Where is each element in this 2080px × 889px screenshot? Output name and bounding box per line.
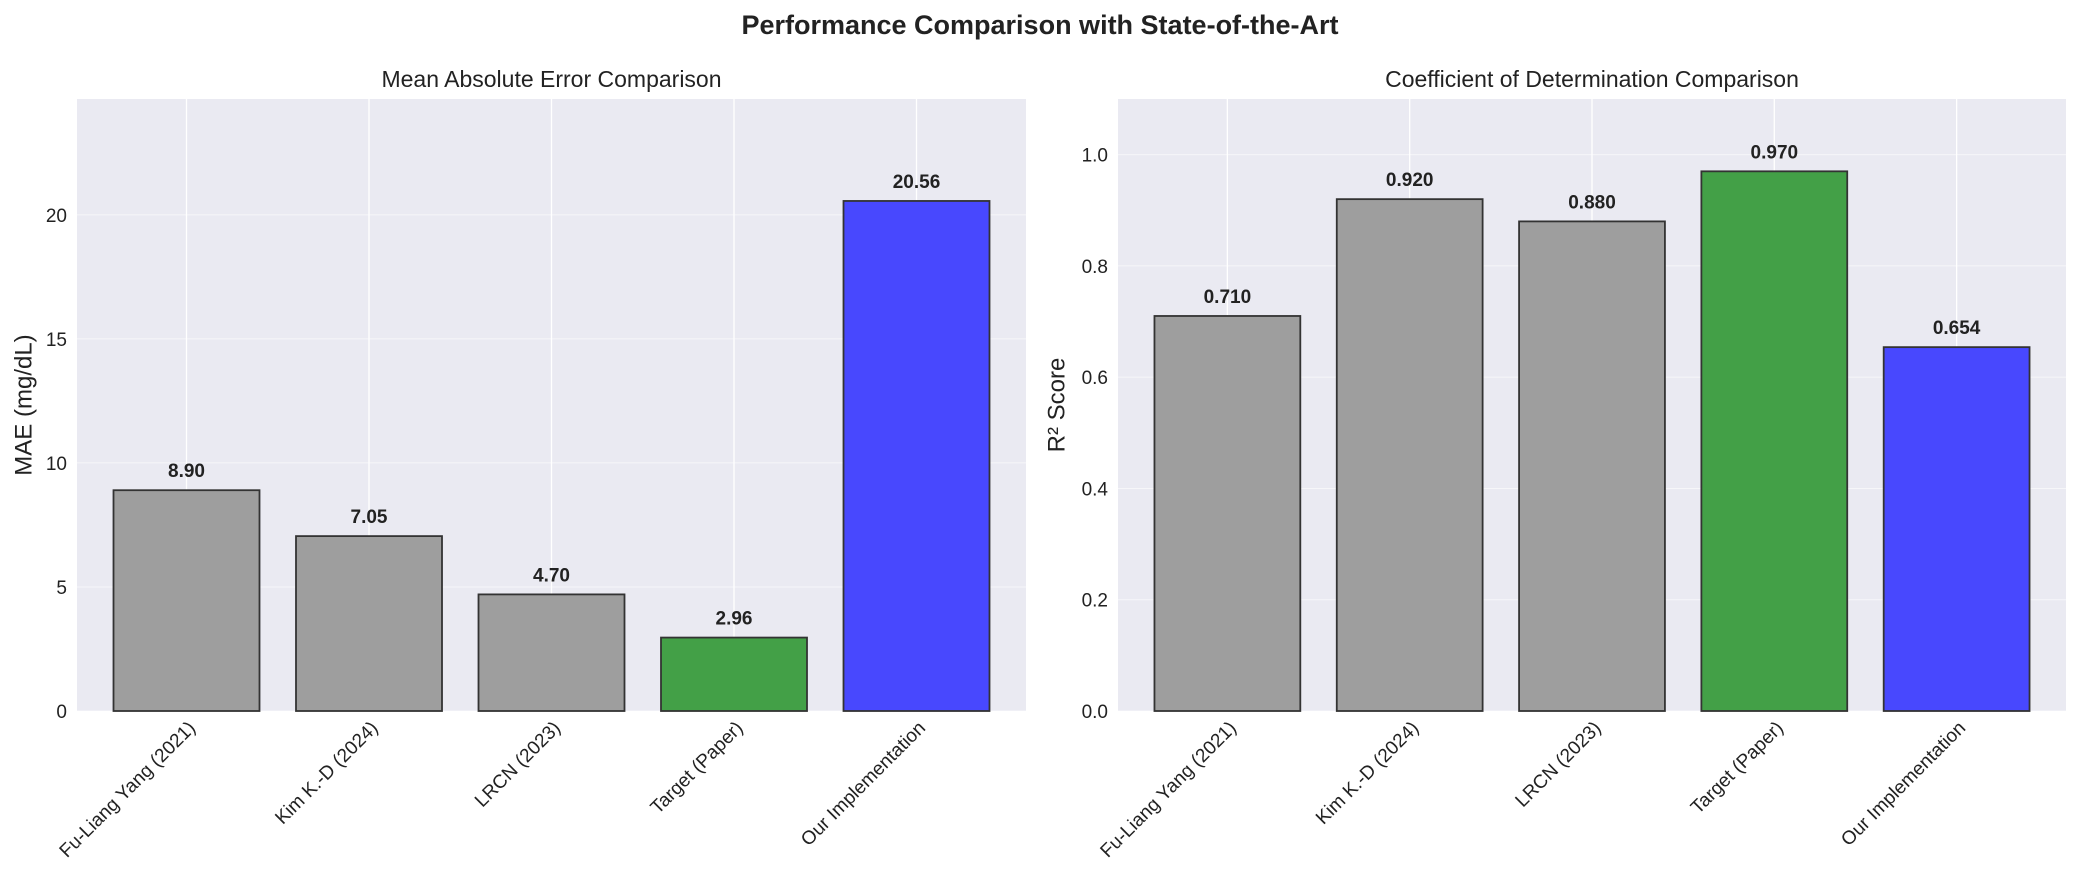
bar-value-label: 0.880: [1568, 192, 1616, 213]
figure-title: Performance Comparison with State-of-the…: [741, 10, 1339, 40]
bar-value-label: 0.710: [1204, 287, 1252, 308]
bar-value-label: 20.56: [893, 172, 941, 193]
bar: [1700, 170, 1849, 712]
bar-value-label: 0.920: [1386, 170, 1434, 191]
bar-value-label: 4.70: [533, 565, 570, 586]
x-tick-label: Target (Paper): [1687, 718, 1788, 819]
x-tick-label: Our Implementation: [797, 718, 930, 851]
y-axis-label: R² Score: [1044, 358, 1071, 453]
bar: [477, 593, 626, 712]
y-tick-label: 15: [46, 330, 67, 351]
r2-chart-panel: 0.0 0.2 0.4 0.6 0.8 1.0 0.710 Fu-Liang Yang (20…: [1044, 66, 2066, 862]
chart-title: Mean Absolute Error Comparison: [381, 66, 721, 92]
y-axis-label: MAE (mg/dL): [11, 334, 38, 475]
y-tick-label: 0.2: [1082, 591, 1108, 612]
x-tick-label: LRCN (2023): [471, 718, 565, 812]
y-tick-label: 0.0: [1082, 702, 1108, 723]
bar: [112, 489, 261, 712]
bar-value-label: 8.90: [168, 461, 205, 482]
bar: [842, 200, 991, 712]
x-tick-label: Kim K.-D (2024): [1312, 718, 1423, 829]
y-tick-label: 0.8: [1082, 257, 1108, 278]
y-tick-label: 0.6: [1082, 368, 1108, 389]
bar: [1335, 198, 1484, 712]
bar: [1518, 220, 1666, 712]
y-tick-label: 1.0: [1082, 146, 1108, 167]
bar: [1882, 346, 2031, 712]
y-tick-label: 10: [46, 454, 67, 475]
bar-value-label: 7.05: [351, 507, 388, 528]
x-tick-label: Target (Paper): [647, 718, 748, 819]
y-tick-label: 5: [56, 578, 67, 599]
bar-value-label: 2.96: [716, 609, 753, 630]
bar-value-label: 0.654: [1933, 318, 1981, 339]
bar: [1153, 315, 1302, 712]
bar-value-label: 0.970: [1751, 142, 1799, 163]
mae-chart-panel: 0 5 10 15 20 8.90 Fu-Liang Yang (2021) 7.05 Kim …: [11, 66, 1026, 862]
y-tick-label: 0: [56, 702, 67, 723]
y-tick-label: 0.4: [1082, 479, 1109, 500]
bar: [660, 636, 808, 712]
x-tick-label: Kim K.-D (2024): [271, 718, 382, 829]
x-tick-label: LRCN (2023): [1512, 718, 1606, 812]
x-tick-label: Fu-Liang Yang (2021): [1097, 718, 1241, 862]
bar: [295, 535, 443, 712]
x-tick-label: Fu-Liang Yang (2021): [56, 718, 200, 862]
y-tick-label: 20: [46, 206, 67, 227]
x-tick-label: Our Implementation: [1837, 718, 1970, 851]
chart-title: Coefficient of Determination Comparison: [1385, 66, 1799, 92]
